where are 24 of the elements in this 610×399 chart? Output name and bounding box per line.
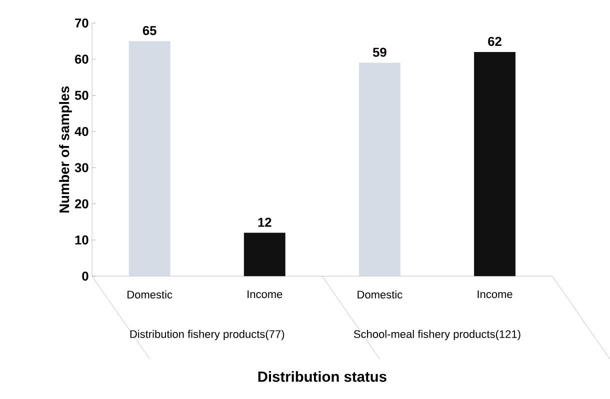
bar	[358, 62, 400, 276]
y-tick-label: 20	[74, 199, 88, 208]
data-label: 12	[258, 218, 272, 227]
x-tick-label: Domestic	[128, 290, 172, 298]
text: Distribution fishery products(77)	[130, 330, 284, 340]
data-label: 59	[372, 47, 386, 57]
y-tick-label: 60	[75, 54, 88, 64]
y-tick-label: 50	[74, 90, 88, 100]
bar	[128, 40, 170, 276]
y-axis-title: Number of samples	[59, 86, 72, 212]
y-tick-label: 70	[75, 18, 88, 28]
y-tick-label: 0	[82, 271, 88, 280]
y-tick-label: 40	[74, 126, 88, 136]
y-tick-label: 10	[75, 235, 88, 244]
x-tick-label: Domestic	[358, 290, 402, 298]
x-axis-title: Distribution status	[258, 370, 386, 382]
text: School-meal fishery products(121)	[354, 330, 520, 340]
bar	[474, 52, 516, 276]
data-label: 65	[142, 26, 156, 35]
x-tick-label: Income	[478, 290, 512, 298]
x-tick-label: Income	[248, 290, 282, 298]
bar	[244, 232, 286, 276]
y-tick-label: 30	[74, 162, 88, 172]
data-label: 62	[488, 36, 502, 46]
